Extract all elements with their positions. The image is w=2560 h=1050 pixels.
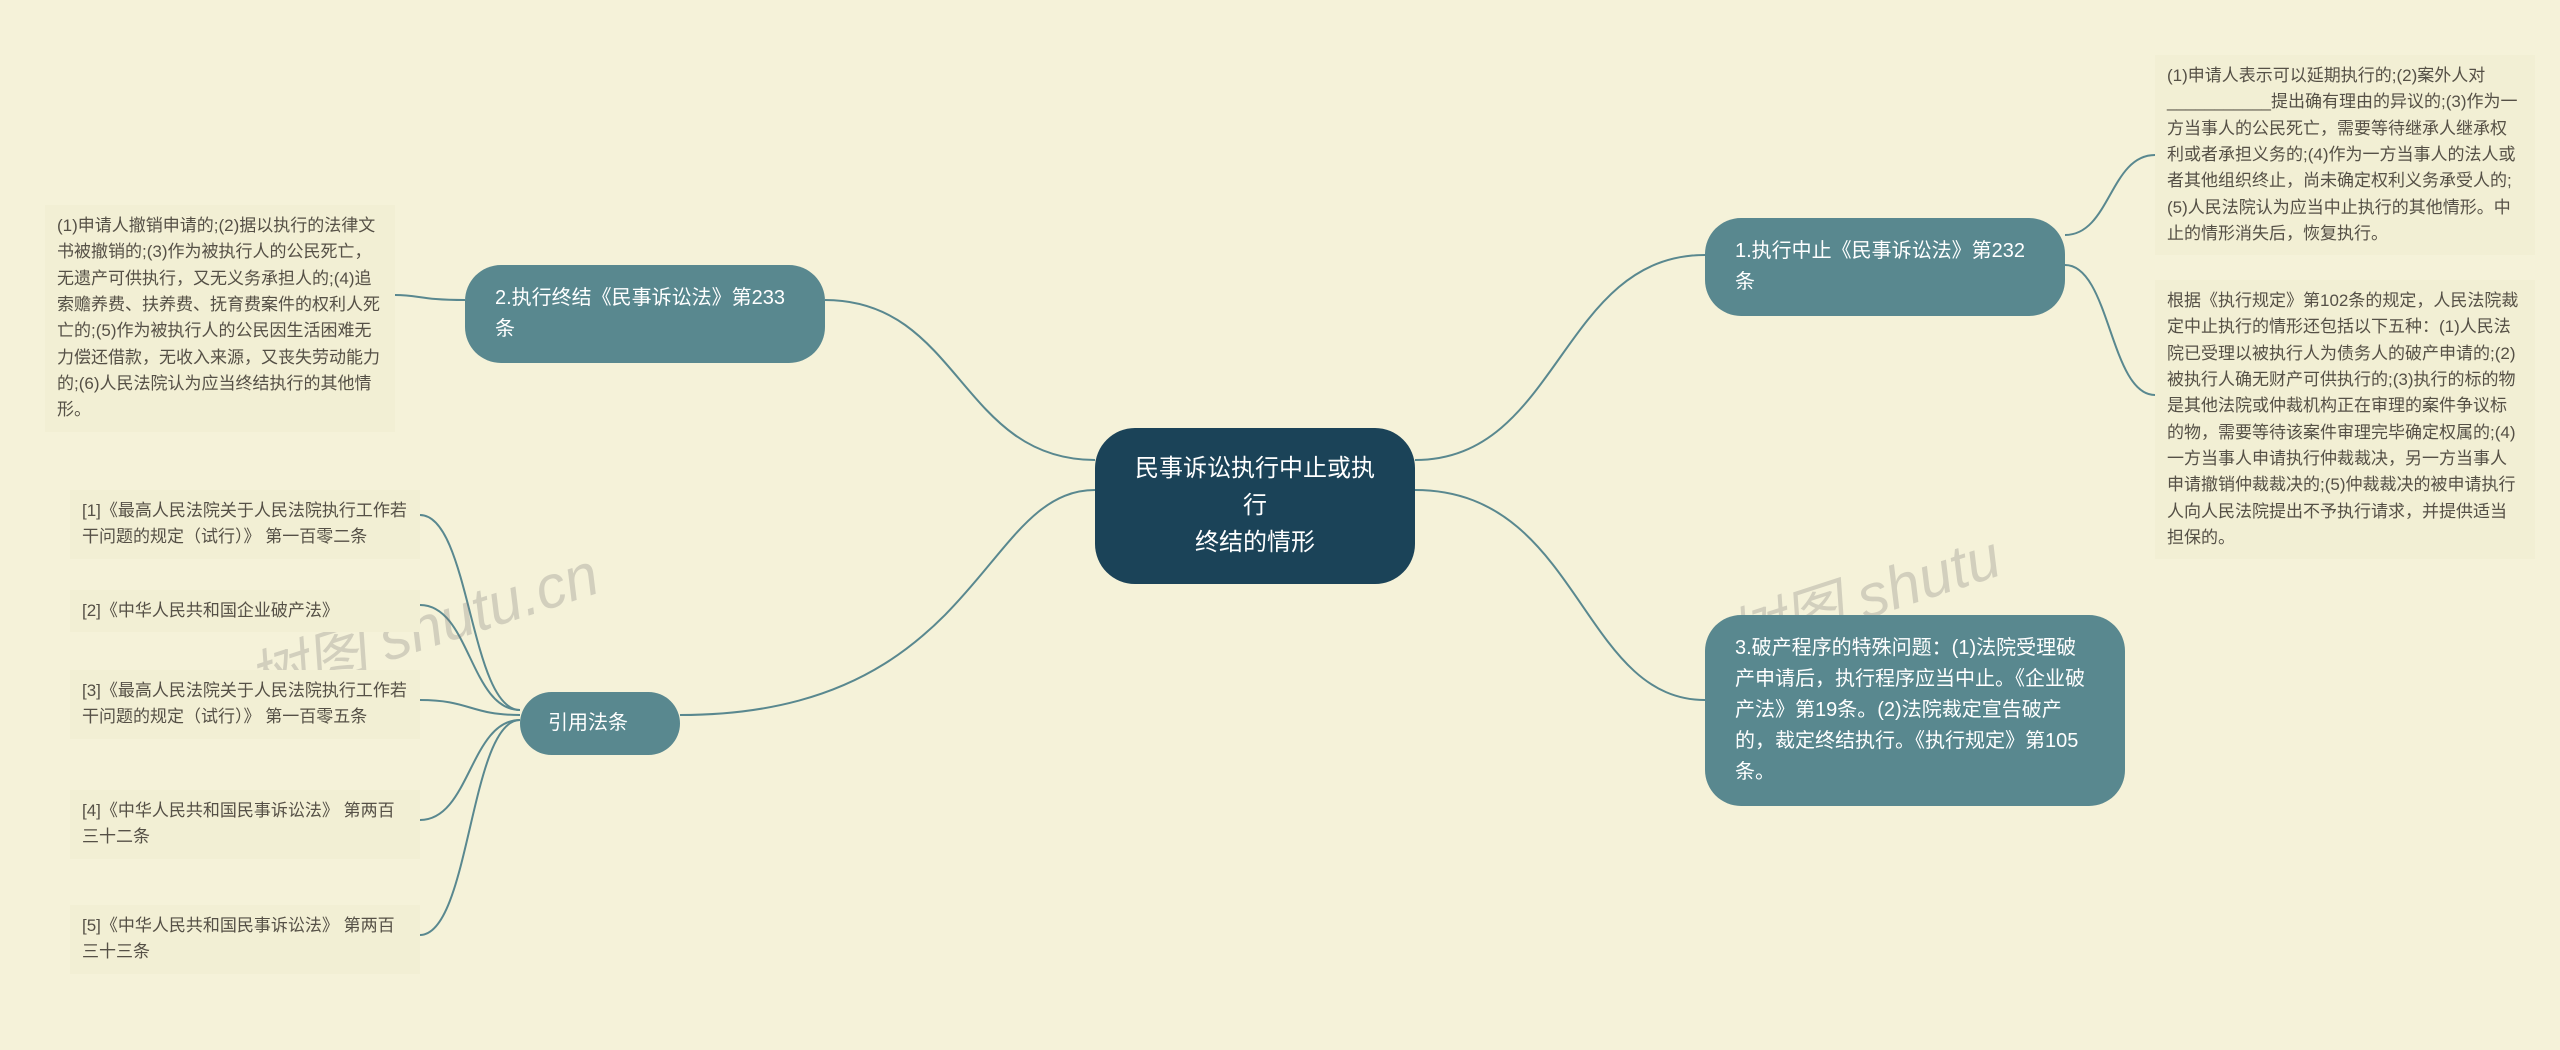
branch-3-label: 3.破产程序的特殊问题：(1)法院受理破产申请后，执行程序应当中止。《企业破产法… xyxy=(1735,637,2085,783)
branch-4-leaf-4: [4]《中华人民共和国民事诉讼法》 第两百三十二条 xyxy=(70,790,420,859)
branch-1-label: 1.执行中止《民事诉讼法》第232条 xyxy=(1735,240,2025,293)
branch-4-leaf-3: [3]《最高人民法院关于人民法院执行工作若干问题的规定（试行）》 第一百零五条 xyxy=(70,670,420,739)
branch-2-label: 2.执行终结《民事诉讼法》第233条 xyxy=(495,287,785,340)
branch-4[interactable]: 引用法条 xyxy=(520,692,680,755)
branch-2[interactable]: 2.执行终结《民事诉讼法》第233条 xyxy=(465,265,825,363)
branch-1-leaf-1: (1)申请人表示可以延期执行的;(2)案外人对___________提出确有理由… xyxy=(2155,55,2535,255)
branch-1[interactable]: 1.执行中止《民事诉讼法》第232条 xyxy=(1705,218,2065,316)
center-title: 民事诉讼执行中止或执行 终结的情形 xyxy=(1135,455,1375,556)
center-node[interactable]: 民事诉讼执行中止或执行 终结的情形 xyxy=(1095,428,1415,584)
branch-3[interactable]: 3.破产程序的特殊问题：(1)法院受理破产申请后，执行程序应当中止。《企业破产法… xyxy=(1705,615,2125,806)
branch-4-leaf-1: [1]《最高人民法院关于人民法院执行工作若干问题的规定（试行）》 第一百零二条 xyxy=(70,490,420,559)
branch-4-leaf-2: [2]《中华人民共和国企业破产法》 xyxy=(70,590,420,632)
branch-4-label: 引用法条 xyxy=(548,712,628,734)
branch-2-leaf-1: (1)申请人撤销申请的;(2)据以执行的法律文书被撤销的;(3)作为被执行人的公… xyxy=(45,205,395,432)
branch-4-leaf-5: [5]《中华人民共和国民事诉讼法》 第两百三十三条 xyxy=(70,905,420,974)
branch-1-leaf-2: 根据《执行规定》第102条的规定，人民法院裁定中止执行的情形还包括以下五种：(1… xyxy=(2155,280,2535,559)
